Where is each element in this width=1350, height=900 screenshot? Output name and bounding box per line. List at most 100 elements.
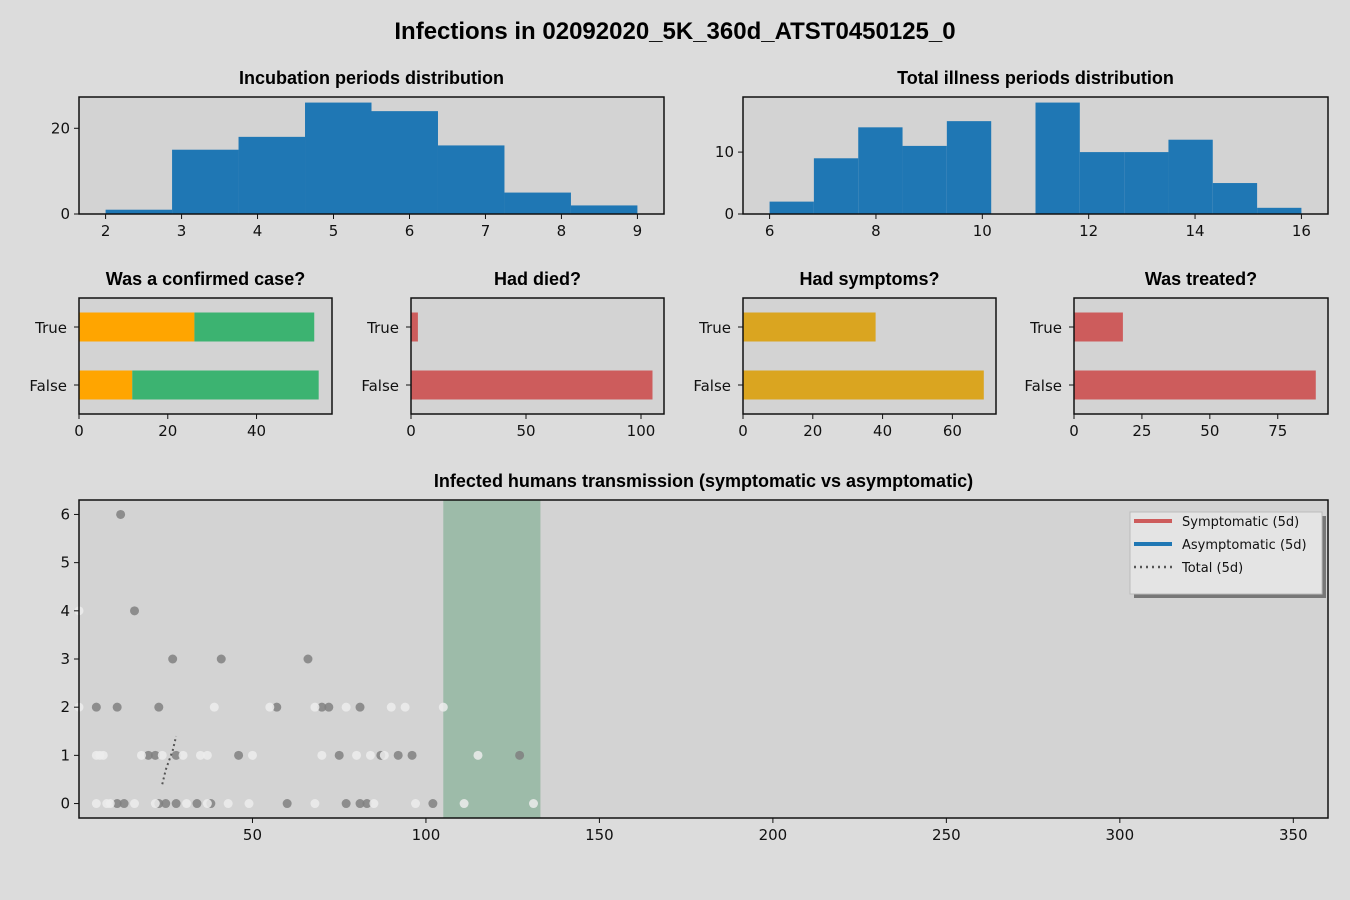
transmission-x-tick-label: 200 [759, 826, 788, 844]
transmission-point [386, 702, 396, 712]
transmission-point [119, 799, 129, 809]
transmission-point [202, 799, 212, 809]
transmission-point [515, 750, 525, 760]
died-title: Had died? [494, 269, 581, 289]
transmission-point [459, 799, 469, 809]
symptoms-category-label: True [698, 319, 731, 337]
confirmed-bar-false [132, 370, 319, 400]
illness-x-tick-label: 12 [1079, 222, 1098, 240]
transmission-point [282, 799, 292, 809]
transmission-point [195, 750, 205, 760]
incubation-bar [570, 205, 638, 214]
transmission-point [91, 799, 101, 809]
illness-x-tick-label: 16 [1292, 222, 1311, 240]
treated-x-tick-label: 0 [1069, 422, 1079, 440]
transmission-axes-background [79, 500, 1328, 818]
transmission-point [130, 606, 140, 616]
transmission-point [157, 750, 167, 760]
transmission-x-tick-label: 250 [932, 826, 961, 844]
transmission-point [150, 750, 160, 760]
confirmed-category-label: False [29, 377, 67, 395]
transmission-point [192, 799, 202, 809]
transmission-point [369, 799, 379, 809]
confirmed-axes-frame [78, 297, 333, 415]
illness-bar [1124, 152, 1169, 214]
incubation-bar [437, 145, 505, 214]
illness-x-tick-label: 6 [765, 222, 775, 240]
treated-x-tick-label: 25 [1132, 422, 1151, 440]
transmission-point [428, 799, 438, 809]
died-x-tick-label: 50 [516, 422, 535, 440]
illness-bar [813, 158, 859, 214]
incubation-x-tick-label: 4 [253, 222, 263, 240]
transmission-point [341, 702, 351, 712]
transmission-point [116, 509, 126, 519]
confirmed-title: Was a confirmed case? [106, 269, 305, 289]
figure-title: Infections in 02092020_5K_360d_ATST04501… [394, 18, 955, 45]
transmission-point [171, 750, 181, 760]
symptoms-bar-false [743, 370, 984, 400]
transmission-point [365, 750, 375, 760]
transmission-point [244, 799, 254, 809]
transmission-point [317, 702, 327, 712]
transmission-point [234, 750, 244, 760]
incubation-bar [504, 192, 571, 214]
transmission-point [265, 702, 275, 712]
transmission-point [105, 799, 115, 809]
incubation-x-tick-label: 3 [177, 222, 187, 240]
treated-bar-false [1074, 370, 1316, 400]
legend-label: Asymptomatic (5d) [1182, 538, 1307, 553]
illness-title: Total illness periods distribution [897, 68, 1174, 88]
incubation-y-tick-label: 0 [60, 205, 70, 223]
treated-title: Was treated? [1145, 269, 1257, 289]
incubation-x-tick-label: 7 [481, 222, 491, 240]
confirmed-x-tick-label: 0 [74, 422, 84, 440]
illness-axes-frame [742, 96, 1329, 215]
legend-label: Total (5d) [1181, 561, 1243, 576]
died-bar-true [411, 312, 418, 342]
illness-bar [902, 145, 947, 214]
treated-axes-frame [1073, 297, 1329, 415]
treated-x-tick-label: 50 [1200, 422, 1219, 440]
transmission-point [393, 750, 403, 760]
transmission-point [310, 799, 320, 809]
transmission-point [223, 799, 233, 809]
symptoms-axes-frame [742, 297, 997, 415]
incubation-axes-frame [78, 96, 665, 215]
legend-box [1129, 511, 1323, 595]
symptoms-x-tick-label: 60 [943, 422, 962, 440]
confirmed-bar-true [79, 312, 195, 342]
transmission-point [178, 750, 188, 760]
incubation-x-tick-label: 9 [633, 222, 643, 240]
transmission-legend: Symptomatic (5d) Asymptomatic (5d) Total (… [1129, 511, 1326, 598]
confirmed-bar-true [194, 312, 315, 342]
transmission-point [352, 750, 362, 760]
transmission-point [411, 799, 421, 809]
transmission-point [216, 654, 226, 664]
died-category-label: False [361, 377, 399, 395]
transmission-y-tick-label: 6 [60, 505, 70, 523]
incubation-y-tick-label: 20 [51, 119, 70, 137]
incubation-x-tick-label: 8 [557, 222, 567, 240]
confirmed-x-tick-label: 40 [247, 422, 266, 440]
incubation-bar [238, 136, 306, 214]
transmission-point [400, 702, 410, 712]
incubation-x-tick-label: 6 [405, 222, 415, 240]
transmission-point [355, 799, 365, 809]
illness-bar [1257, 207, 1302, 214]
illness-bar [1035, 102, 1080, 214]
incubation-bar [172, 149, 239, 214]
treated-x-tick-label: 75 [1268, 422, 1287, 440]
transmission-y-tick-label: 2 [60, 698, 70, 716]
illness-y-tick-label: 10 [715, 143, 734, 161]
transmission-point [324, 702, 334, 712]
illness-x-tick-label: 14 [1185, 222, 1204, 240]
transmission-point [272, 702, 282, 712]
transmission-point [130, 799, 140, 809]
legend-label: Symptomatic (5d) [1182, 515, 1299, 530]
transmission-point [182, 799, 192, 809]
transmission-point [91, 702, 101, 712]
died-x-tick-label: 0 [406, 422, 416, 440]
transmission-point [171, 799, 181, 809]
incubation-x-tick-label: 2 [101, 222, 111, 240]
